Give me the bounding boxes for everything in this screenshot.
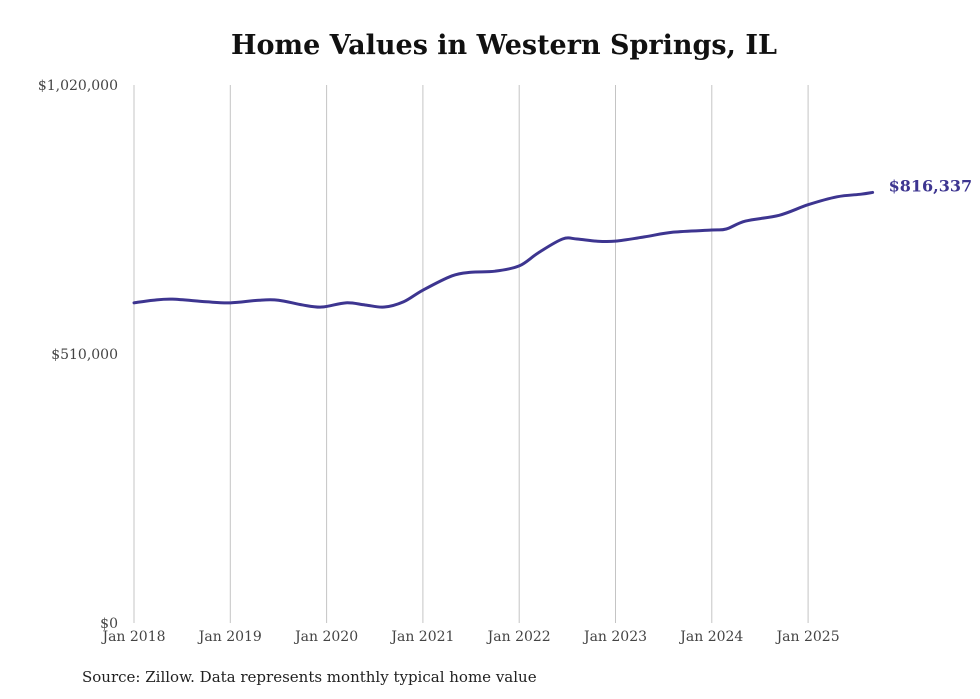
x-tick-label: Jan 2019	[197, 629, 262, 645]
x-tick-label: Jan 2022	[486, 629, 551, 645]
chart-title: Home Values in Western Springs, IL	[231, 30, 777, 61]
end-value-label: $816,337	[889, 176, 973, 195]
x-tick-label: Jan 2023	[582, 629, 647, 645]
x-tick-label: Jan 2024	[678, 629, 743, 645]
series-line	[132, 190, 875, 309]
source-note: Source: Zillow. Data represents monthly …	[82, 668, 537, 686]
x-tick-label: Jan 2018	[100, 629, 165, 645]
x-tick-label: Jan 2020	[293, 629, 358, 645]
y-tick-label: $510,000	[51, 347, 118, 363]
y-tick-label: $0	[100, 616, 118, 632]
x-tick-label: Jan 2025	[775, 629, 840, 645]
x-tick-label: Jan 2021	[389, 629, 454, 645]
y-tick-label: $1,020,000	[38, 78, 118, 94]
